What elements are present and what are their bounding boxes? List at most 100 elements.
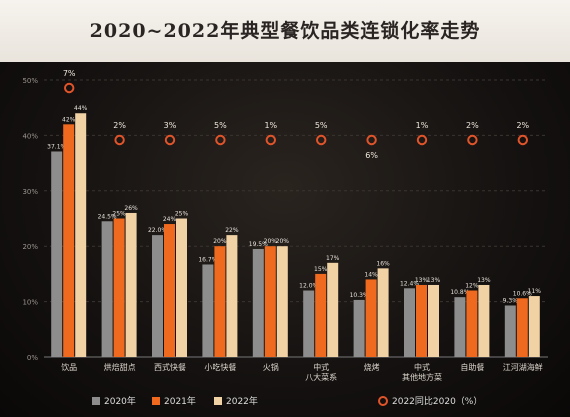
yoy-ring-marker bbox=[64, 82, 75, 94]
yoy-ring-marker bbox=[215, 134, 226, 146]
bar-2020 bbox=[101, 221, 113, 357]
bar-2022 bbox=[327, 262, 339, 357]
x-tick-label: 中式 bbox=[414, 362, 430, 372]
bar-2021 bbox=[164, 224, 175, 357]
data-label-2022: 25% bbox=[175, 211, 189, 218]
bar-2020 bbox=[504, 305, 516, 357]
data-label-2022: 13% bbox=[477, 277, 491, 284]
legend-label-yoy: 2022同比2020（%） bbox=[392, 397, 483, 407]
data-label-2020: 9.3% bbox=[503, 297, 519, 304]
x-tick-label: 烧烤 bbox=[364, 362, 380, 372]
data-label-2021: 24% bbox=[163, 216, 177, 223]
data-label-2022: 16% bbox=[376, 260, 390, 267]
x-tick-label: 自助餐 bbox=[460, 362, 484, 372]
bar-2021 bbox=[516, 298, 528, 357]
yoy-label: 2% bbox=[113, 121, 126, 130]
yoy-label: 3% bbox=[164, 121, 177, 130]
bar-2020 bbox=[303, 290, 315, 357]
title-bar: 2020~2022年典型餐饮品类连锁化率走势 bbox=[0, 0, 570, 62]
yoy-label: 7% bbox=[63, 69, 76, 78]
data-label-2022: 13% bbox=[427, 277, 441, 284]
yoy-label: 6% bbox=[365, 151, 378, 160]
bar-2021 bbox=[113, 218, 125, 357]
data-label-2020: 10.3% bbox=[350, 292, 369, 299]
data-label-2021: 20% bbox=[213, 238, 227, 245]
bar-2021 bbox=[315, 273, 327, 357]
yoy-label: 1% bbox=[416, 121, 429, 130]
x-tick-label: 火锅 bbox=[263, 362, 279, 372]
bar-2021 bbox=[264, 246, 276, 357]
bar-2020 bbox=[51, 151, 63, 357]
data-label-2021: 10.6% bbox=[513, 290, 532, 297]
yoy-ring-marker bbox=[467, 134, 478, 146]
data-label-2022: 22% bbox=[225, 227, 239, 234]
y-tick-label: 20% bbox=[22, 243, 38, 251]
bar-2020 bbox=[404, 288, 415, 357]
yoy-ring-marker bbox=[366, 134, 377, 146]
bar-2021 bbox=[63, 124, 75, 357]
x-tick-label: 八大菜系 bbox=[305, 372, 337, 382]
bar-2022 bbox=[125, 212, 137, 357]
data-label-2020: 24.5% bbox=[98, 213, 117, 220]
legend-label-2021: 2021年 bbox=[164, 397, 196, 407]
data-label-2022: 26% bbox=[124, 205, 138, 212]
data-label-2020: 16.7% bbox=[198, 256, 217, 263]
legend-label-2022: 2022年 bbox=[226, 397, 258, 407]
legend-ring-icon bbox=[378, 395, 388, 406]
yoy-ring-marker bbox=[316, 134, 327, 146]
x-tick-label: 饮品 bbox=[61, 362, 77, 372]
y-tick-label: 10% bbox=[22, 299, 38, 307]
bar-2022 bbox=[478, 284, 490, 357]
bar-2020 bbox=[454, 297, 466, 357]
data-label-2020: 10.8% bbox=[450, 289, 469, 296]
data-label-2021: 14% bbox=[364, 271, 378, 278]
legend-item-yoy: 2022同比2020（%） bbox=[378, 394, 482, 407]
yoy-label: 2% bbox=[466, 121, 479, 130]
yoy-label: 2% bbox=[516, 121, 529, 130]
legend-swatch-2021 bbox=[152, 396, 160, 405]
data-label-2020: 12.0% bbox=[299, 283, 318, 290]
yoy-label: 1% bbox=[264, 121, 277, 130]
bar-2021 bbox=[365, 279, 377, 357]
bar-2020 bbox=[152, 235, 163, 357]
yoy-label: 5% bbox=[214, 121, 227, 130]
yoy-label: 5% bbox=[315, 121, 328, 130]
yoy-ring-marker bbox=[265, 134, 276, 146]
data-label-2022: 20% bbox=[276, 238, 290, 245]
data-label-2020: 19.5% bbox=[249, 241, 268, 248]
bar-2022 bbox=[528, 296, 540, 357]
bar-2020 bbox=[252, 248, 264, 357]
x-tick-label: 小吃快餐 bbox=[204, 362, 236, 372]
yoy-ring-marker bbox=[416, 134, 428, 146]
legend-item-2021: 2021年 bbox=[152, 394, 196, 407]
bar-2022 bbox=[377, 268, 389, 357]
x-tick-label: 江河湖海鲜 bbox=[503, 362, 543, 372]
data-label-2021: 20% bbox=[264, 238, 278, 245]
data-label-2021: 42% bbox=[62, 116, 76, 123]
bar-2021 bbox=[416, 284, 427, 357]
legend-item-2020: 2020年 bbox=[92, 394, 136, 407]
data-label-2021: 25% bbox=[112, 211, 126, 218]
x-tick-label: 西式快餐 bbox=[154, 362, 186, 372]
yoy-ring-marker bbox=[114, 134, 125, 146]
data-label-2022: 11% bbox=[528, 288, 542, 295]
bar-2021 bbox=[466, 290, 478, 357]
bar-2021 bbox=[214, 246, 226, 357]
x-tick-label: 其他地方菜 bbox=[402, 372, 442, 382]
legend-label-2020: 2020年 bbox=[104, 397, 136, 407]
legend-swatch-2022 bbox=[214, 396, 222, 405]
legend-swatch-2020 bbox=[92, 396, 100, 405]
bar-2022 bbox=[226, 235, 238, 357]
data-label-2020: 37.1% bbox=[47, 143, 66, 150]
x-tick-label: 烘焙甜点 bbox=[104, 362, 136, 372]
data-label-2021: 12% bbox=[465, 283, 479, 290]
y-tick-label: 40% bbox=[22, 132, 38, 140]
yoy-ring-marker bbox=[517, 134, 528, 146]
bar-2022 bbox=[176, 218, 187, 357]
y-tick-label: 30% bbox=[22, 188, 38, 196]
data-label-2020: 12.4% bbox=[400, 280, 419, 287]
chart-title: 2020~2022年典型餐饮品类连锁化率走势 bbox=[89, 20, 481, 42]
bar-2022 bbox=[276, 246, 288, 357]
